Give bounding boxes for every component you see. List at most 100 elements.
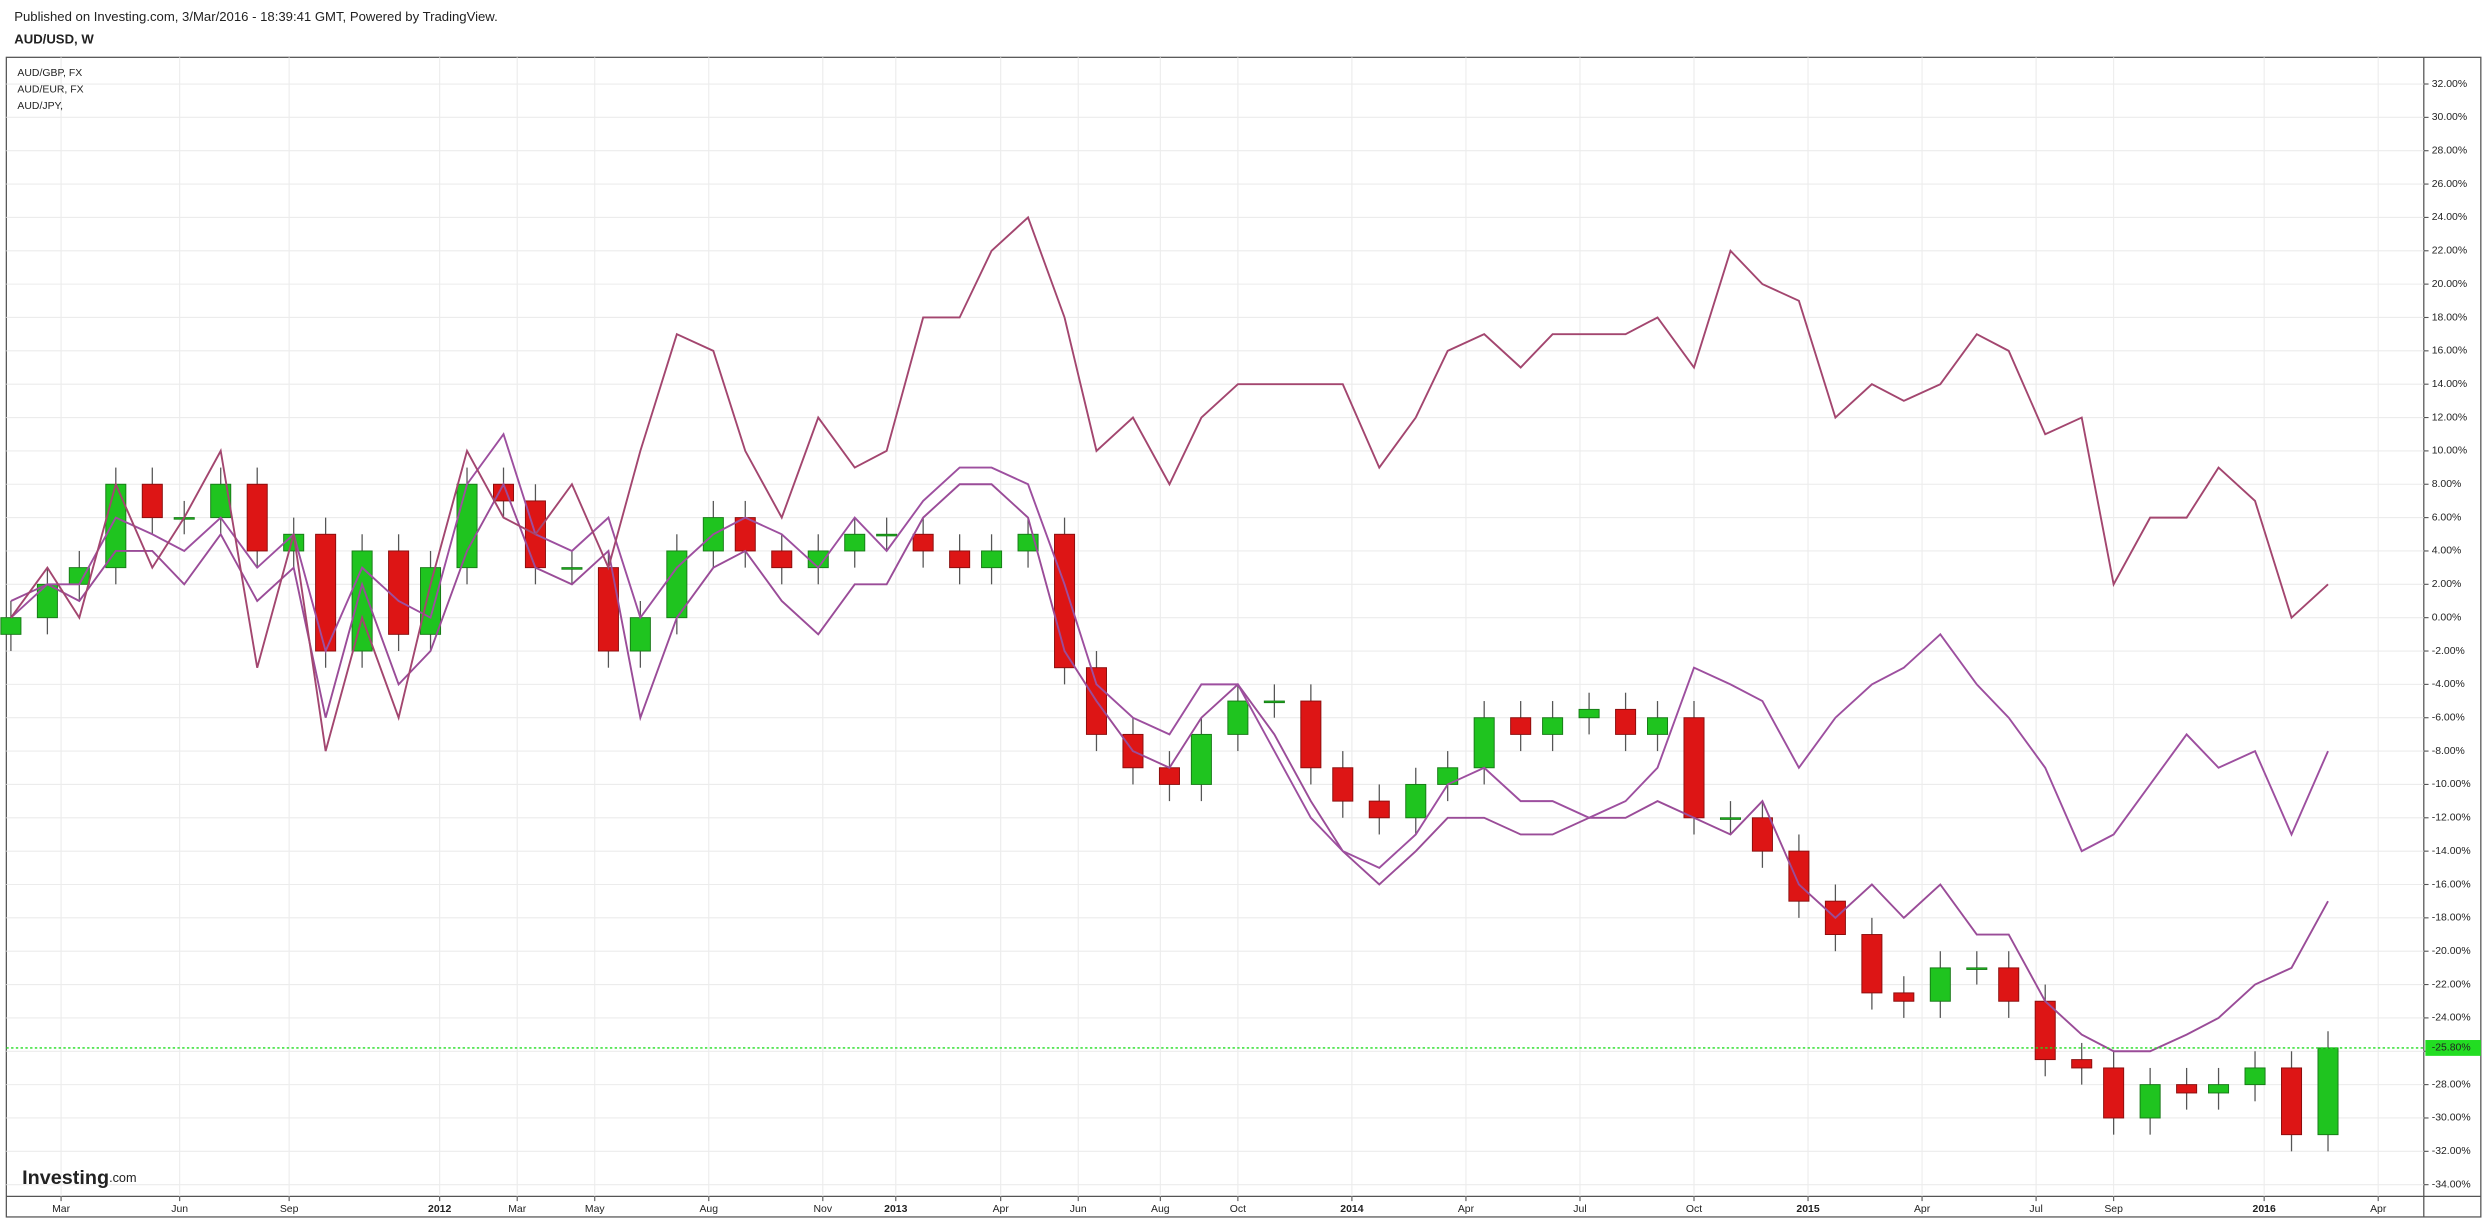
candle-body: [2176, 1084, 2198, 1094]
candle-body: [1998, 967, 2020, 1002]
candle-body: [141, 483, 163, 519]
x-tick-label: Oct: [1230, 1204, 1246, 1215]
candle-body: [2103, 1067, 2125, 1119]
candle-body: [1929, 967, 1951, 1002]
y-tick-label: -6.00%: [2432, 712, 2465, 723]
x-tick-label: 2014: [1340, 1204, 1363, 1215]
x-tick-label: Jul: [2029, 1204, 2042, 1215]
x-tick-label: 2012: [428, 1204, 451, 1215]
y-tick-label: 26.00%: [2432, 179, 2467, 190]
candle-body: [2281, 1067, 2303, 1136]
y-tick-label: -4.00%: [2432, 679, 2465, 690]
axes: 32.00% 30.00% 28.00% 26.00% 24.00% 22.00% 20.0…: [17, 68, 2481, 1215]
y-tick-label: -2.00%: [2432, 646, 2465, 657]
y-tick-label: 18.00%: [2432, 312, 2467, 323]
candle-body: [1751, 817, 1773, 852]
candle-body: [105, 483, 127, 569]
grid: [6, 57, 2424, 1197]
y-tick-label: -22.00%: [2432, 979, 2471, 990]
candle-body: [629, 617, 651, 652]
x-tick-label: 2016: [2253, 1204, 2276, 1215]
candle-body: [0, 617, 22, 635]
candle-body: [844, 533, 866, 552]
last-price-badge: [2425, 1040, 2481, 1056]
y-tick-label: -28.00%: [2432, 1079, 2471, 1090]
candle-body: [1473, 717, 1495, 769]
x-tick-label: Aug: [699, 1204, 718, 1215]
candle-body: [981, 550, 1003, 569]
y-tick-label: -10.00%: [2432, 779, 2471, 790]
candle-body: [1683, 717, 1705, 819]
x-tick-label: Apr: [1458, 1204, 1475, 1215]
logo-brand: Investing: [22, 1167, 109, 1189]
x-tick-label: Nov: [814, 1204, 833, 1215]
x-tick-label: May: [585, 1204, 605, 1215]
y-tick-label: 8.00%: [2432, 479, 2462, 490]
y-tick-label: -14.00%: [2432, 846, 2471, 857]
candle-body: [1542, 717, 1564, 735]
y-tick-label: -18.00%: [2432, 913, 2471, 924]
y-tick-label: 24.00%: [2432, 212, 2467, 223]
x-tick-label: Apr: [993, 1204, 1010, 1215]
candle-body: [597, 567, 619, 652]
candle-body: [912, 533, 934, 552]
candle-body: [561, 567, 583, 570]
candle-body: [246, 483, 268, 552]
y-tick-label: 6.00%: [2432, 512, 2462, 523]
y-tick-label: 32.00%: [2432, 79, 2467, 90]
y-tick-label: 30.00%: [2432, 112, 2467, 123]
y-tick-label: 4.00%: [2432, 546, 2462, 557]
y-tick-label: 14.00%: [2432, 379, 2467, 390]
candle-body: [1510, 717, 1532, 735]
candle-body: [1719, 817, 1742, 820]
candle-body: [1615, 708, 1637, 735]
candle-body: [1263, 700, 1285, 704]
y-tick-label: 28.00%: [2432, 145, 2467, 156]
y-tick-label: -20.00%: [2432, 946, 2471, 957]
x-tick-label: 2015: [1796, 1204, 1819, 1215]
candle-body: [876, 533, 898, 537]
chart-title: AUD/USD, W: [14, 31, 94, 46]
x-tick-label: Apr: [1914, 1204, 1931, 1215]
candle-body: [2208, 1084, 2230, 1094]
candle-body: [1300, 700, 1322, 769]
candle-body: [1227, 700, 1249, 735]
legend-entry: AUD/JPY,: [17, 101, 63, 112]
x-tick-label: Sep: [280, 1204, 299, 1215]
candle-body: [1647, 717, 1669, 735]
candle-body: [2317, 1047, 2339, 1136]
y-tick-label: -24.00%: [2432, 1013, 2471, 1024]
x-tick-label: Aug: [1151, 1204, 1170, 1215]
x-tick-label: Apr: [2370, 1204, 2387, 1215]
candle-body: [1190, 733, 1212, 785]
y-tick-label: -32.00%: [2432, 1146, 2471, 1157]
x-tick-label: Jul: [1573, 1204, 1586, 1215]
legend-entry: AUD/EUR, FX: [17, 85, 83, 96]
logo: Investing.com: [22, 1167, 136, 1189]
candle-body: [1578, 708, 1600, 719]
candle-body: [2244, 1067, 2266, 1086]
x-tick-label: Mar: [508, 1204, 526, 1215]
candle-body: [1405, 783, 1427, 819]
legend-entry: AUD/GBP, FX: [17, 68, 82, 79]
candle-body: [1893, 992, 1915, 1002]
candle-body: [1332, 767, 1354, 802]
candle-body: [1861, 934, 1883, 994]
candle-body: [36, 583, 58, 619]
y-tick-label: 2.00%: [2432, 579, 2462, 590]
candle-body: [1966, 967, 1988, 970]
series-line: [10, 432, 2329, 869]
x-tick-label: Oct: [1686, 1204, 1702, 1215]
published-note: Published on Investing.com, 3/Mar/2016 -…: [14, 9, 497, 24]
y-tick-label: 22.00%: [2432, 246, 2467, 257]
x-tick-label: 2013: [884, 1204, 907, 1215]
y-tick-label: -8.00%: [2432, 746, 2465, 757]
series-line: [10, 215, 2329, 752]
y-tick-label: 20.00%: [2432, 279, 2467, 290]
x-tick-label: Jun: [171, 1204, 188, 1215]
x-tick-label: Mar: [52, 1204, 70, 1215]
candle-body: [420, 567, 442, 635]
y-tick-label: -12.00%: [2432, 813, 2471, 824]
y-tick-label: -16.00%: [2432, 879, 2471, 890]
